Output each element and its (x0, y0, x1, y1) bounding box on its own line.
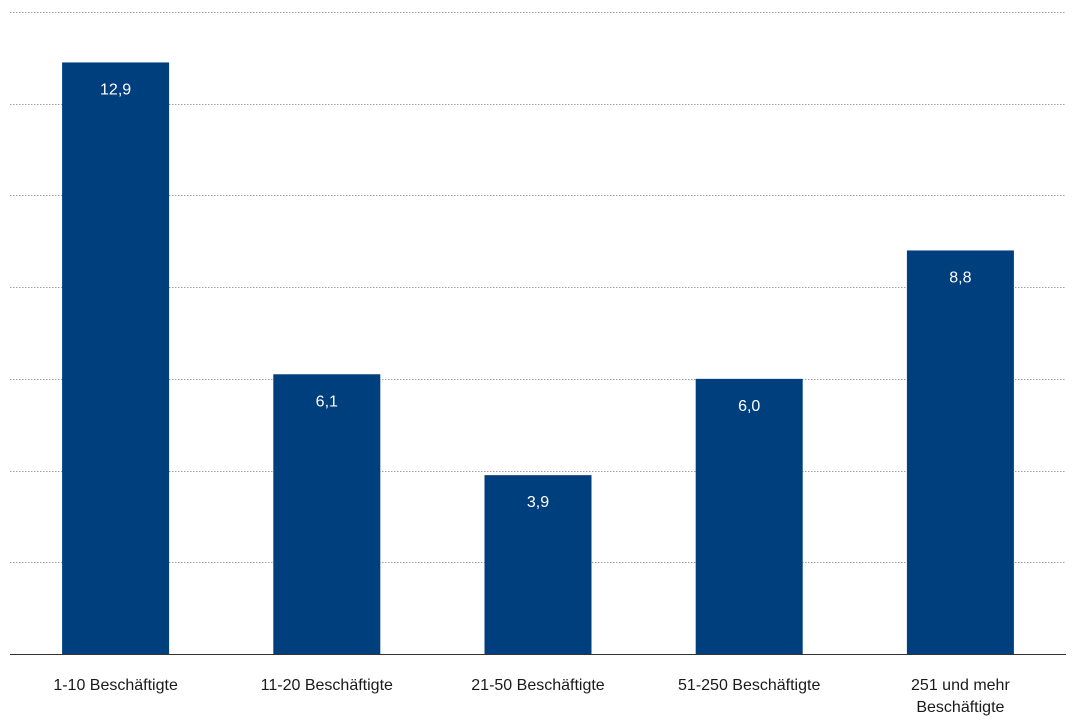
bar (484, 475, 592, 654)
bar-value-label: 8,8 (949, 269, 971, 286)
bar (906, 250, 1014, 654)
x-tick-label-line: 11-20 Beschäftigte (261, 677, 393, 694)
x-tick-label-line: 1-10 Beschäftigte (53, 677, 178, 694)
x-axis-tick-labels: 1-10 Beschäftigte 11-20 Beschäftigte 21-50… (53, 677, 1010, 716)
x-tick-label: 21-50 Beschäftigte (471, 677, 605, 694)
gridlines (10, 12, 1066, 563)
x-tick-label: 11-20 Beschäftigte (261, 677, 393, 694)
x-tick-label-line: 51-250 Beschäftigte (678, 677, 820, 694)
data-labels: 12,9 6,1 3,9 6,0 8,8 (100, 81, 972, 511)
x-tick-label-line: 251 und mehr (911, 677, 1010, 694)
bar-value-label: 6,0 (738, 398, 760, 415)
x-tick-label: 51-250 Beschäftigte (678, 677, 820, 694)
x-tick-label-line: 21-50 Beschäftigte (471, 677, 605, 694)
bar-value-label: 12,9 (100, 81, 131, 98)
bar (695, 378, 803, 654)
x-tick-label: 251 und mehr Beschäftigte (911, 677, 1010, 716)
bar (62, 62, 170, 654)
bars (62, 62, 1014, 654)
x-tick-label: 1-10 Beschäftigte (53, 677, 178, 694)
x-tick-label-line: Beschäftigte (916, 699, 1004, 716)
bar (273, 374, 381, 654)
bar-value-label: 6,1 (316, 393, 338, 410)
bar-value-label: 3,9 (527, 494, 549, 511)
